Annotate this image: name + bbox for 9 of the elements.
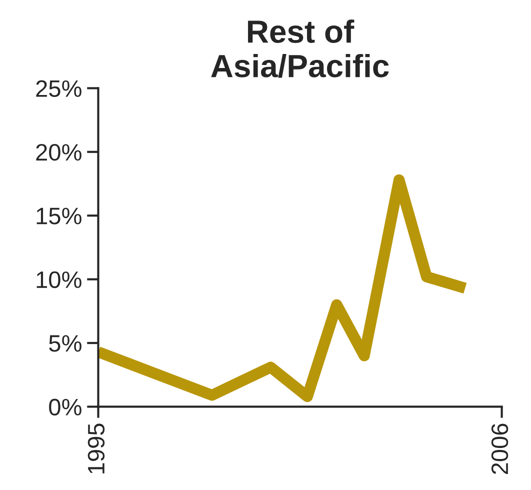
y-tick-label: 15% [36, 208, 82, 224]
y-tick-label: 20% [36, 144, 82, 161]
y-tick-label: 5% [49, 335, 82, 352]
x-tick-label: 1995 [88, 424, 105, 474]
x-tick-label: 2006 [491, 424, 508, 474]
chart-title: Rest of Asia/Pacific [211, 20, 389, 78]
y-tick-label: 0% [49, 398, 82, 416]
y-tick-label: 10% [36, 271, 82, 288]
y-tick-label: 25% [36, 80, 82, 97]
